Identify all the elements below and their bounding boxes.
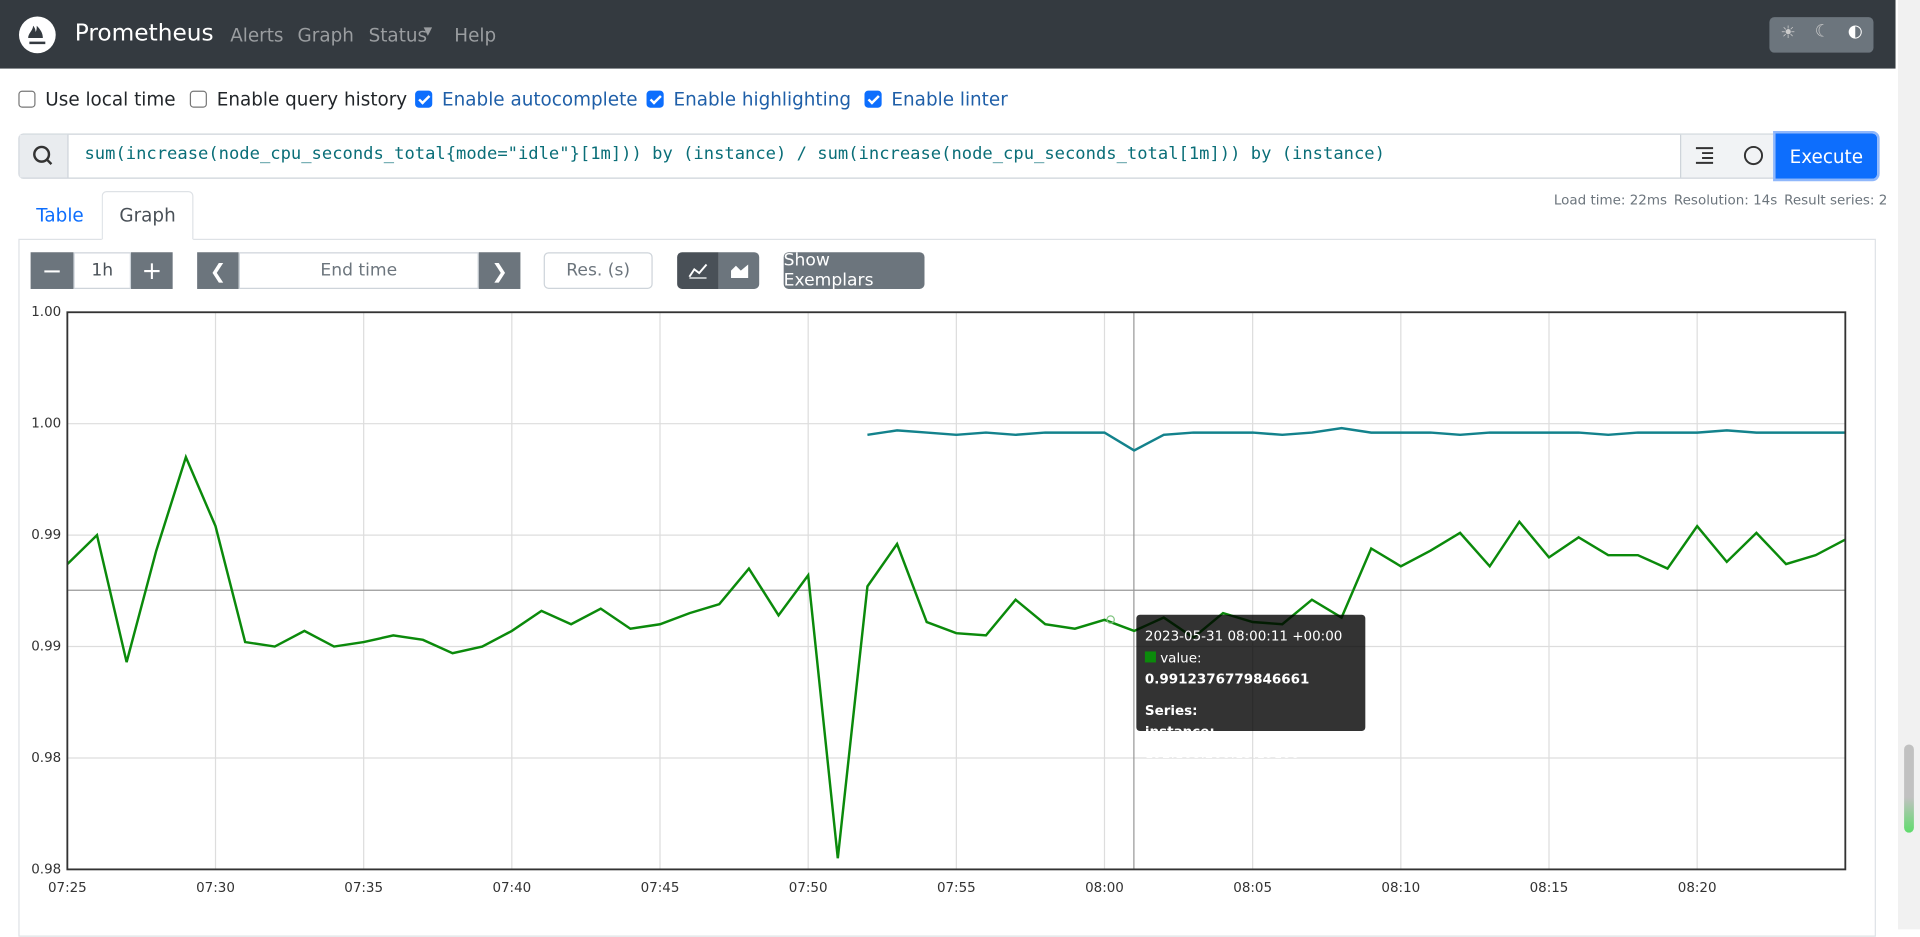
tab[interactable]: Table [36, 203, 84, 226]
x-tick-label: 07:40 [492, 881, 531, 896]
exemplars-button[interactable]: Show Exemplars [783, 251, 925, 290]
x-tick-label: 07:35 [344, 881, 383, 896]
tooltip-value: 0.9912376779846661 [1144, 671, 1310, 687]
stat: Resolution: 14s [1673, 192, 1778, 209]
caret: ▼ [423, 25, 433, 38]
tab-active[interactable]: Graph [101, 191, 194, 241]
checkbox[interactable] [189, 90, 207, 108]
tooltip-series-label: Series: [1144, 702, 1198, 719]
query-bar[interactable] [18, 133, 1880, 179]
x-tick-label: 07:25 [48, 881, 87, 896]
checkbox[interactable] [415, 90, 433, 108]
tooltip-time: 2023-05-31 08:00:11 +00:00 [1144, 628, 1343, 645]
theme-toggle[interactable]: ☀ ☾ ◐ [1769, 17, 1874, 53]
option-label[interactable]: Use local time [45, 88, 176, 111]
query-expression[interactable]: sum(increase(node_cpu_seconds_total{mode… [84, 144, 1385, 165]
query-tools[interactable] [1680, 134, 1777, 178]
logo [18, 16, 56, 54]
option-label[interactable]: Enable highlighting [673, 88, 852, 111]
option[interactable]: Enable autocomplete [415, 88, 638, 111]
tooltip-instance: 192.168.200.15:19100 [1144, 745, 1300, 762]
option-label[interactable]: Enable query history [216, 88, 408, 111]
range-plus[interactable]: + [131, 252, 173, 289]
brand[interactable]: Prometheus [74, 19, 214, 47]
resolution-input[interactable]: Res. (s) [543, 252, 653, 289]
search-icon [19, 134, 69, 178]
x-tick-label: 07:45 [641, 881, 680, 896]
series-line [867, 426, 1846, 452]
tooltip-instance-row: instance: 192.168.200.15:19100 [1145, 721, 1357, 764]
icon: ◐ [1847, 22, 1863, 42]
chart-body: 0.98 0.98 0.99 0.99 1.00 1.00 07:25 07:30 07:35 0… [31, 305, 1846, 896]
stacked-mode[interactable] [718, 252, 760, 289]
checkbox[interactable] [646, 90, 664, 108]
series-line [66, 453, 1846, 859]
option[interactable]: Use local time [18, 88, 176, 111]
plot-frame [66, 311, 1847, 871]
option[interactable]: Enable linter [864, 88, 1008, 111]
icon: ☀ [1780, 23, 1796, 43]
nav-link[interactable]: Alerts [230, 24, 284, 47]
checkbox[interactable] [864, 90, 882, 108]
option[interactable]: Enable highlighting [646, 88, 852, 111]
x-tick-label: 08:05 [1233, 881, 1272, 896]
y-tick-label: 1.00 [31, 305, 61, 320]
icon: ☾ [1814, 22, 1831, 42]
checkbox[interactable] [18, 90, 36, 108]
option-label[interactable]: Enable autocomplete [442, 88, 638, 111]
tooltip-value-row: value: 0.9912376779846661 [1144, 647, 1357, 690]
range-minus[interactable]: − [30, 252, 74, 289]
y-tick-label: 0.98 [31, 862, 61, 877]
option-label[interactable]: Enable linter [891, 88, 1008, 111]
y-tick-label: 0.99 [31, 640, 61, 655]
x-tick-label: 07:50 [789, 881, 828, 896]
range-input[interactable]: 1h [73, 252, 132, 289]
tooltip-instance-label: instance: [1144, 723, 1215, 740]
time-forward[interactable]: ❯ [478, 252, 521, 289]
y-tick-label: 0.99 [31, 528, 61, 543]
nav-link[interactable]: Graph [297, 24, 354, 47]
x-tick-label: 08:20 [1678, 881, 1717, 896]
time-back[interactable]: ❮ [197, 252, 239, 289]
y-tick-label: 0.98 [31, 751, 61, 766]
line-mode[interactable] [677, 252, 719, 289]
tooltip-series: Series: [1145, 700, 1357, 721]
hover-point [1106, 615, 1115, 624]
option[interactable]: Enable query history [189, 88, 408, 111]
swatch [1144, 650, 1156, 662]
y-tick-label: 1.00 [31, 417, 61, 432]
x-tick-label: 08:10 [1381, 881, 1420, 896]
x-tick-label: 08:00 [1085, 881, 1124, 896]
nav-link[interactable]: Status [368, 24, 428, 47]
scrollbar-thumb[interactable] [1904, 744, 1914, 833]
nav-link[interactable]: Help [454, 24, 497, 47]
execute-button[interactable]: Execute [1773, 131, 1880, 182]
scrollbar[interactable] [1897, 0, 1920, 930]
tooltip: 2023-05-31 08:00:11 +00:00 value: 0.9912… [1136, 614, 1366, 761]
stat: Result series: 2 [1784, 192, 1888, 209]
x-tick-label: 08:15 [1530, 881, 1569, 896]
navbar: Prometheus Alerts Graph Status ▼ Help ☀ … [0, 0, 1896, 69]
x-tick-label: 07:55 [937, 881, 976, 896]
stat: Load time: 22ms [1553, 192, 1668, 209]
tooltip-value-label: value: [1160, 649, 1202, 666]
end-time-input[interactable]: End time [238, 252, 479, 289]
x-tick-label: 07:30 [196, 881, 235, 896]
